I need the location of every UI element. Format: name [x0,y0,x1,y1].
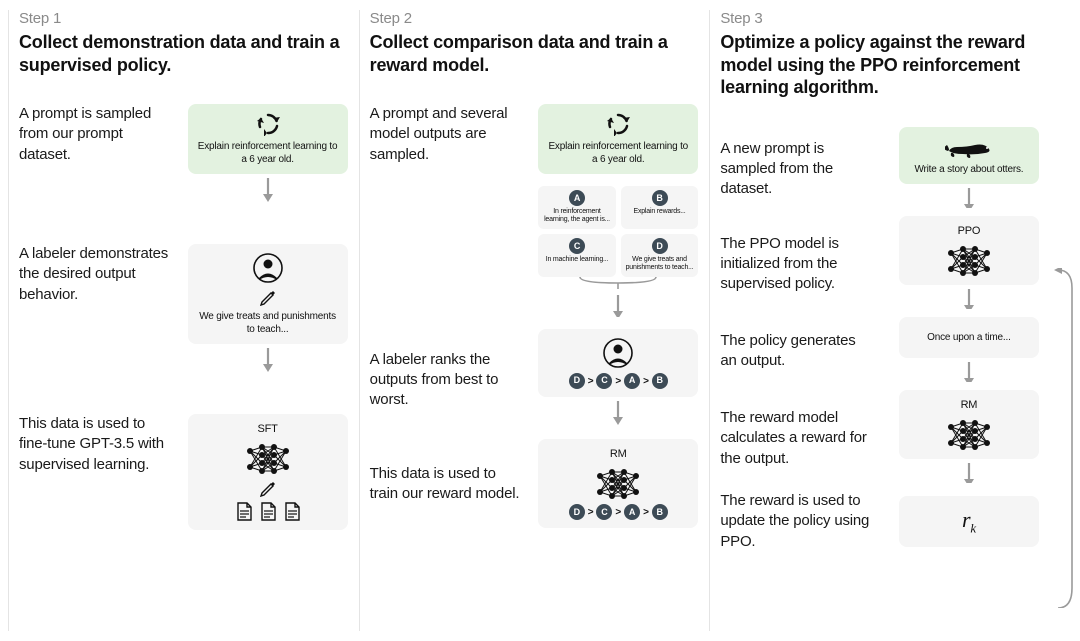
option-c-text: In machine learning... [546,256,609,264]
option-a: A In reinforcement learning, the agent i… [538,186,616,229]
step1-labeler-card: We give treats and punishments to teach.… [188,244,348,344]
network-icon [244,443,292,475]
step3-label: Step 3 [720,10,1054,27]
cycle-icon [256,112,280,136]
badge-d: D [652,238,668,254]
arrow-down-icon [610,401,626,427]
option-b-text: Explain rewards... [633,208,685,216]
arrow-down-icon [610,295,626,317]
ranking-row: D > C > A > B [569,373,668,389]
cycle-icon [606,112,630,136]
step1-column: Step 1 Collect demonstration data and tr… [8,10,353,631]
step2-label: Step 2 [370,10,704,27]
step3-ppo-card: PPO [899,216,1039,285]
step1-prompt-text: Explain reinforcement learning to a 6 ye… [198,140,338,166]
step2-options: A In reinforcement learning, the agent i… [538,186,698,277]
rank-1: D [569,373,585,389]
step1-r2-desc: A labeler demonstrates the desired outpu… [19,244,172,305]
step2-prompt-text: Explain reinforcement learning to a 6 ye… [548,140,688,166]
badge-c: C [569,238,585,254]
step3-output-text: Once upon a time... [927,331,1010,344]
doc-icon [235,501,253,522]
gt-icon: > [588,375,594,388]
network-icon [945,419,993,451]
step1-r1-desc: A prompt is sampled from our prompt data… [19,104,172,165]
arrow-down-icon [961,463,977,483]
step3-r4-desc: The reward model calculates a reward for… [720,408,873,469]
person-icon [252,252,284,284]
arrow-down-icon [961,289,977,309]
gt-icon: > [643,375,649,388]
doc-icon [283,501,301,522]
badge-b: B [652,190,668,206]
reward-symbol: rk [962,506,976,537]
rank-4: B [652,504,668,520]
arrow-down-icon [260,348,276,374]
rank-1: D [569,504,585,520]
pencil-icon [260,479,276,497]
step2-ranker-card: D > C > A > B [538,329,698,397]
option-d: D We give treats and punishments to teac… [621,234,699,277]
step2-column: Step 2 Collect comparison data and train… [359,10,704,631]
sft-label: SFT [257,422,277,436]
step3-reward-card: rk [899,496,1039,547]
arrow-down-icon [260,178,276,204]
step3-output-card: Once upon a time... [899,317,1039,358]
doc-icon [259,501,277,522]
step3-prompt-card: Write a story about otters. [899,127,1039,184]
gt-icon: > [615,506,621,519]
option-a-text: In reinforcement learning, the agent is.… [542,208,612,224]
option-b: B Explain rewards... [621,186,699,229]
rm-label: RM [610,447,627,461]
gt-icon: > [588,506,594,519]
ranking-row: D > C > A > B [569,504,668,520]
otter-icon [945,135,993,159]
network-icon [594,468,642,500]
step3-r1-desc: A new prompt is sampled from the dataset… [720,139,873,200]
rank-2: C [596,504,612,520]
step2-title: Collect comparison data and train a rewa… [370,31,704,76]
step3-column: Step 3 Optimize a policy against the rew… [709,10,1072,631]
step2-prompt-card: Explain reinforcement learning to a 6 ye… [538,104,698,174]
gt-icon: > [643,506,649,519]
badge-a: A [569,190,585,206]
step2-rm-card: RM D > C > A > B [538,439,698,528]
person-icon [602,337,634,369]
step1-labeler-text: We give treats and punishments to teach.… [198,310,338,336]
step2-r3-desc: This data is used to train our reward mo… [370,464,523,505]
arrow-down-icon [961,362,977,382]
rank-4: B [652,373,668,389]
step3-title: Optimize a policy against the reward mod… [720,31,1054,99]
step1-title: Collect demonstration data and train a s… [19,31,353,76]
loop-arrow-icon [1054,268,1074,608]
step2-r2-desc: A labeler ranks the outputs from best to… [370,350,523,411]
arrow-down-icon [961,188,977,208]
step3-rm-card: RM [899,390,1039,459]
option-d-text: We give treats and punishments to teach.… [625,256,695,272]
ppo-label: PPO [958,224,981,238]
rank-3: A [624,504,640,520]
step3-r2-desc: The PPO model is initialized from the su… [720,234,873,295]
pencil-icon [260,288,276,306]
doc-row [235,501,301,522]
brace-icon [578,275,658,291]
rm-label: RM [961,398,978,412]
step1-r3-desc: This data is used to fine-tune GPT-3.5 w… [19,414,172,475]
step3-r3-desc: The policy generates an output. [720,331,873,372]
rank-2: C [596,373,612,389]
step1-prompt-card: Explain reinforcement learning to a 6 ye… [188,104,348,174]
option-c: C In machine learning... [538,234,616,277]
network-icon [945,245,993,277]
step3-r5-desc: The reward is used to update the policy … [720,491,873,552]
step2-r1-desc: A prompt and several model outputs are s… [370,104,523,165]
rank-3: A [624,373,640,389]
step3-prompt-text: Write a story about otters. [914,163,1023,176]
step1-sft-card: SFT [188,414,348,530]
step1-label: Step 1 [19,10,353,27]
gt-icon: > [615,375,621,388]
